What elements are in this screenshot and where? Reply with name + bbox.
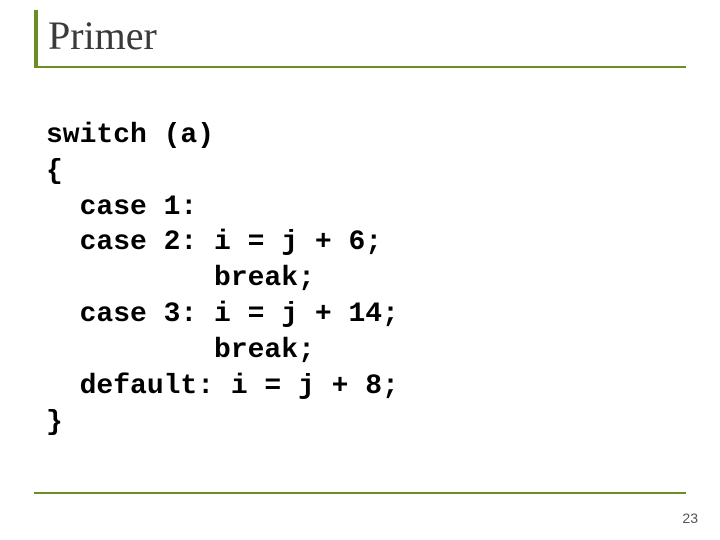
page-number: 23 bbox=[682, 510, 698, 526]
code-block: switch (a) { case 1: case 2: i = j + 6; … bbox=[46, 118, 399, 440]
slide-title: Primer bbox=[48, 12, 157, 59]
divider-bottom bbox=[34, 492, 686, 494]
divider-top bbox=[34, 66, 686, 68]
slide: Primer switch (a) { case 1: case 2: i = … bbox=[0, 0, 720, 540]
title-accent-bar bbox=[34, 10, 38, 66]
